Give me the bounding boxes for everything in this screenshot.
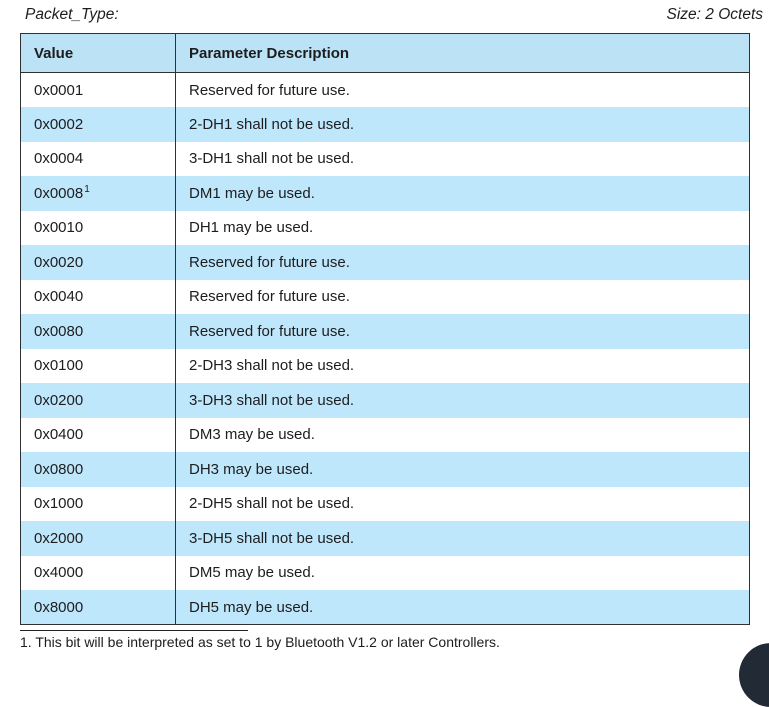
value-cell: 0x0004 [20,141,176,176]
value-text: 0x0001 [34,81,84,99]
value-text: 0x8000 [34,598,84,616]
table-row: 0x0800 DH3 may be used. [20,452,750,487]
packet-type-table: Value Parameter Description 0x0001 Reserv… [20,33,750,625]
value-text: 0x0004 [34,150,84,168]
value-text: 0x0100 [34,357,84,375]
value-text: 0x0008 [34,184,84,202]
value-cell: 0x0080 [20,314,176,349]
table-header-row: Value Parameter Description [20,33,750,73]
table-row: 0x8000 DH5 may be used. [20,590,750,625]
table-row: 0x0400 DM3 may be used. [20,417,750,452]
table-row: 0x0010 DH1 may be used. [20,210,750,245]
description-cell: DH5 may be used. [175,590,750,625]
footnote: 1. This bit will be interpreted as set t… [20,630,750,650]
description-cell: Reserved for future use. [175,72,750,107]
table-row: 0x0080 Reserved for future use. [20,314,750,349]
value-text: 0x4000 [34,564,84,582]
field-name-label: Packet_Type: [25,6,119,23]
table-row: 0x0002 2-DH1 shall not be used. [20,107,750,142]
value-text: 0x0010 [34,219,84,237]
column-header-description: Parameter Description [175,33,750,73]
value-text: 0x2000 [34,529,84,547]
value-cell: 0x0040 [20,279,176,314]
value-text: 0x0200 [34,391,84,409]
table-row: 0x0004 3-DH1 shall not be used. [20,141,750,176]
description-cell: 2-DH5 shall not be used. [175,486,750,521]
description-cell: DH1 may be used. [175,210,750,245]
column-header-value: Value [20,33,176,73]
description-cell: 2-DH1 shall not be used. [175,107,750,142]
description-cell: 3-DH1 shall not be used. [175,141,750,176]
value-cell: 0x0001 [20,72,176,107]
value-cell: 0x0800 [20,452,176,487]
value-cell: 0x0200 [20,383,176,418]
description-cell: Reserved for future use. [175,245,750,280]
table-row: 0x0020 Reserved for future use. [20,245,750,280]
spec-page: Packet_Type: Size: 2 Octets Value Parame… [20,6,769,707]
table-row: 0x0200 3-DH3 shall not be used. [20,383,750,418]
size-label: Size: 2 Octets [666,6,763,23]
description-cell: 3-DH3 shall not be used. [175,383,750,418]
value-cell: 0x0010 [20,210,176,245]
value-cell: 0x4000 [20,555,176,590]
table-row: 0x0100 2-DH3 shall not be used. [20,348,750,383]
table-row: 0x4000 DM5 may be used. [20,555,750,590]
description-cell: 2-DH3 shall not be used. [175,348,750,383]
description-cell: DM5 may be used. [175,555,750,590]
description-cell: DM3 may be used. [175,417,750,452]
description-cell: 3-DH5 shall not be used. [175,521,750,556]
value-cell: 0x0020 [20,245,176,280]
footnote-marker: 1 [84,183,90,195]
corner-widget[interactable] [739,643,769,707]
description-cell: Reserved for future use. [175,279,750,314]
value-text: 0x0800 [34,460,84,478]
description-cell: DH3 may be used. [175,452,750,487]
table-row: 0x00081 DM1 may be used. [20,176,750,211]
value-text: 0x0400 [34,426,84,444]
table-row: 0x1000 2-DH5 shall not be used. [20,486,750,521]
value-cell: 0x0002 [20,107,176,142]
value-cell: 0x2000 [20,521,176,556]
description-cell: DM1 may be used. [175,176,750,211]
table-row: 0x0001 Reserved for future use. [20,72,750,107]
value-cell: 0x1000 [20,486,176,521]
footnote-text: 1. This bit will be interpreted as set t… [20,634,500,650]
caption-row: Packet_Type: Size: 2 Octets [20,6,763,24]
table-row: 0x2000 3-DH5 shall not be used. [20,521,750,556]
footnote-rule [20,630,248,631]
value-cell: 0x00081 [20,176,176,211]
description-cell: Reserved for future use. [175,314,750,349]
value-text: 0x0020 [34,253,84,271]
value-cell: 0x0100 [20,348,176,383]
value-cell: 0x8000 [20,590,176,625]
value-text: 0x0002 [34,115,84,133]
value-text: 0x0040 [34,288,84,306]
value-text: 0x1000 [34,495,84,513]
value-cell: 0x0400 [20,417,176,452]
value-text: 0x0080 [34,322,84,340]
table-row: 0x0040 Reserved for future use. [20,279,750,314]
